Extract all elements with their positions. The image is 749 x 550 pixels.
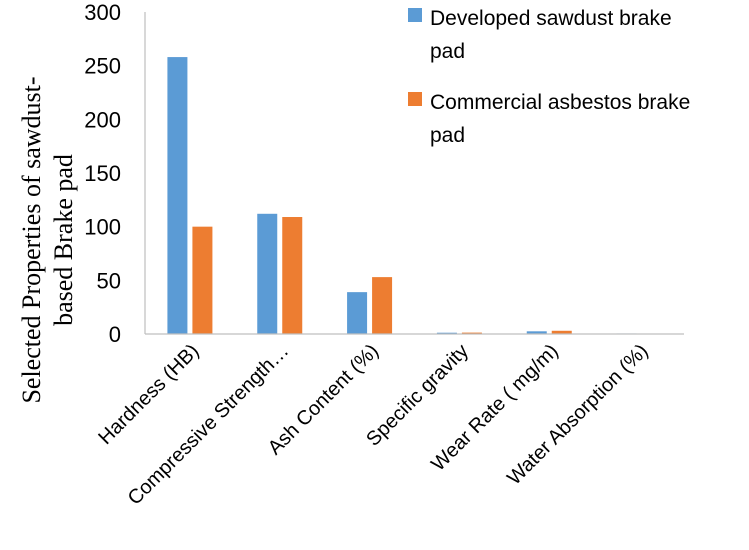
x-category-label: Compressive Strength… <box>124 340 294 510</box>
y-axis-title: Selected Properties of sawdust- based Br… <box>17 76 78 403</box>
legend-label-series-1: Developed sawdust brake <box>430 7 672 30</box>
bar-series-2-category-1 <box>192 226 213 334</box>
y-tick-label: 0 <box>109 322 121 347</box>
legend-label-series-2: Commercial asbestos brake <box>430 91 690 114</box>
bar-series-2-category-2 <box>282 217 303 334</box>
bars <box>167 57 662 335</box>
bar-series-2-category-4 <box>461 332 482 334</box>
legend-swatch-series-1 <box>408 8 422 22</box>
y-tick-label: 200 <box>84 107 121 132</box>
y-axis-tick-labels: 0 50 100 150 200 250 300 <box>84 0 121 347</box>
bar-series-1-category-2 <box>257 213 278 334</box>
legend: Developed sawdust brake pad Commercial asb… <box>408 7 690 147</box>
bar-series-1-category-4 <box>436 332 457 334</box>
y-tick-label: 300 <box>84 0 121 25</box>
y-tick-label: 100 <box>84 215 121 240</box>
x-axis-category-labels: Hardness (HB)Compressive Strength…Ash Co… <box>94 340 652 510</box>
y-axis-title-line-2: based Brake pad <box>49 154 78 326</box>
bar-series-1-category-3 <box>347 292 368 334</box>
y-axis-title-line-1: Selected Properties of sawdust- <box>17 76 46 403</box>
bar-series-2-category-5 <box>551 330 572 334</box>
legend-label-series-2: pad <box>430 124 465 147</box>
bar-series-2-category-3 <box>372 277 393 334</box>
y-tick-label: 250 <box>84 54 121 79</box>
legend-label-series-1: pad <box>430 40 465 63</box>
bar-series-1-category-1 <box>167 57 188 335</box>
legend-swatch-series-2 <box>408 92 422 106</box>
y-tick-label: 150 <box>84 161 121 186</box>
y-tick-label: 50 <box>97 268 121 293</box>
bar-series-1-category-5 <box>526 331 547 334</box>
